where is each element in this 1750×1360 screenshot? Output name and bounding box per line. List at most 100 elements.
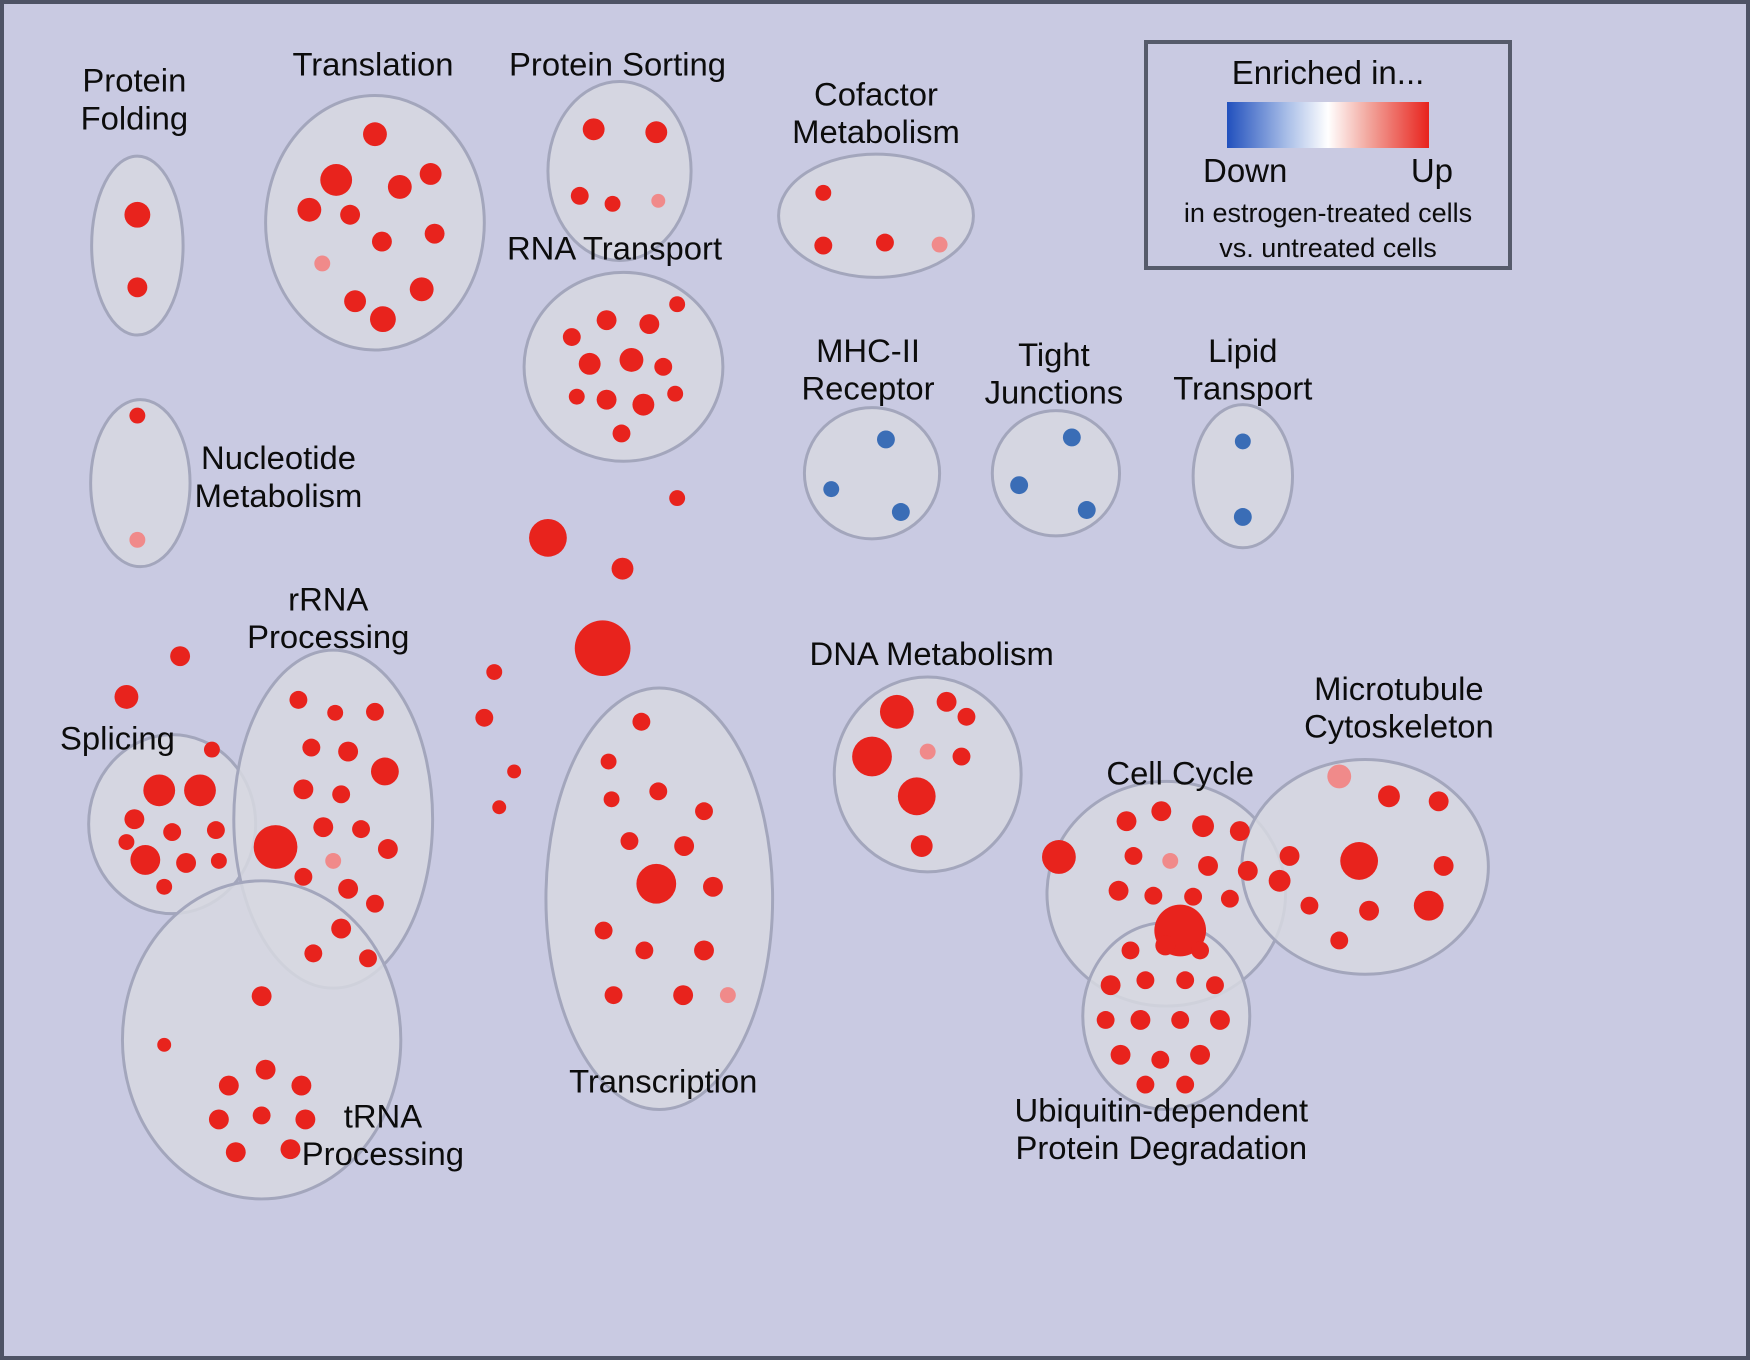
legend-caption: in estrogen-treated cells vs. untreated … — [1184, 196, 1472, 266]
node-dn3 — [852, 736, 892, 777]
node-mt1 — [1378, 785, 1400, 808]
node-t8 — [344, 290, 367, 313]
node-t5 — [419, 163, 442, 185]
cluster-ellipse — [832, 675, 1023, 874]
cluster-label: Cofactor Metabolism — [792, 75, 960, 150]
node-rt2 — [639, 314, 660, 335]
node-q5 — [295, 1109, 316, 1130]
node-tx13 — [673, 985, 694, 1006]
legend-gradient-bar — [1227, 102, 1429, 148]
node-rt4 — [578, 352, 601, 375]
node-tx4 — [695, 802, 713, 821]
cluster-ellipse — [990, 409, 1122, 538]
node-rt11 — [612, 424, 631, 443]
legend-caption-line1: in estrogen-treated cells — [1183, 197, 1473, 228]
node-ps1 — [645, 121, 668, 144]
node-q7 — [280, 1139, 301, 1160]
node-q3 — [291, 1075, 312, 1096]
node-q2 — [255, 1059, 276, 1080]
node-cc2 — [1151, 801, 1172, 822]
legend-up-label: Up — [1410, 151, 1453, 189]
node-sp3 — [163, 823, 182, 842]
node-mt6 — [1300, 896, 1319, 915]
node-u13 — [1190, 1044, 1211, 1065]
cluster-label: rRNA Processing — [247, 580, 409, 655]
node-rr14 — [338, 878, 359, 899]
node-rt10 — [568, 388, 585, 405]
node-cc3 — [1192, 815, 1214, 838]
node-u5 — [1176, 971, 1195, 990]
node-h2 — [611, 557, 634, 580]
nodes — [114, 118, 1454, 1163]
cluster-ellipse — [777, 152, 975, 279]
node-rr7 — [293, 779, 314, 800]
node-f0 — [170, 646, 191, 667]
node-u11 — [1110, 1044, 1131, 1065]
cluster-label: Splicing — [60, 720, 175, 757]
node-f1 — [114, 684, 139, 709]
node-tx8 — [703, 876, 723, 897]
cluster-label: RNA Transport — [507, 229, 722, 266]
node-u14 — [1136, 1075, 1155, 1094]
node-dn5 — [952, 747, 971, 766]
node-u4 — [1136, 971, 1155, 990]
node-sp6 — [176, 852, 197, 873]
node-rr17 — [304, 944, 323, 963]
node-u12 — [1151, 1050, 1170, 1069]
node-cf1 — [814, 236, 833, 255]
node-mt9 — [1330, 931, 1349, 950]
cluster-label: Lipid Transport — [1173, 332, 1312, 407]
node-u9 — [1171, 1011, 1190, 1029]
node-t0 — [363, 122, 387, 147]
node-u6 — [1206, 976, 1224, 995]
node-sp0 — [143, 774, 176, 807]
node-cc13 — [1220, 889, 1239, 908]
node-rr13 — [294, 867, 313, 886]
legend-box: Enriched in... Down Up in estrogen-treat… — [1144, 40, 1512, 270]
node-cf2 — [875, 233, 894, 252]
node-f2 — [203, 741, 220, 758]
cluster-label: Microtubule Cytoskeleton — [1304, 670, 1494, 745]
node-lt0 — [1234, 433, 1251, 450]
cluster-ellipse — [802, 406, 942, 541]
node-rt6 — [654, 357, 673, 376]
node-tj1 — [1010, 476, 1029, 495]
node-ps4 — [651, 193, 666, 208]
node-mh0 — [876, 430, 895, 449]
node-u3 — [1100, 975, 1121, 996]
node-tj0 — [1062, 428, 1081, 447]
node-tx9 — [594, 921, 613, 940]
cluster-ellipse — [120, 879, 403, 1201]
cluster-label: Nucleotide Metabolism — [195, 439, 363, 514]
node-dn1 — [936, 691, 957, 712]
node-t4 — [387, 174, 412, 199]
node-cc1 — [1116, 811, 1137, 832]
node-rr10 — [352, 820, 370, 839]
node-u0 — [1121, 941, 1140, 960]
node-mt8 — [1413, 890, 1444, 921]
node-mt3 — [1279, 846, 1300, 866]
node-cc9 — [1108, 880, 1129, 901]
node-t10 — [409, 277, 434, 302]
node-t11 — [424, 223, 445, 244]
node-sp7 — [210, 852, 227, 869]
node-t2 — [297, 197, 322, 222]
cluster-label: tRNA Processing — [302, 1097, 464, 1172]
node-rt9 — [667, 385, 684, 402]
node-cc6 — [1162, 852, 1179, 869]
node-g3 — [492, 800, 507, 815]
node-u1 — [1155, 935, 1176, 956]
node-tx12 — [604, 986, 623, 1005]
node-rr8 — [332, 785, 351, 804]
cluster-label: Protein Sorting — [509, 46, 726, 83]
cluster-labels: Protein Folding Translation Protein Sorting… — [60, 46, 1494, 1173]
node-cc0 — [1042, 840, 1076, 874]
node-rt7 — [596, 389, 617, 410]
node-tx0 — [632, 712, 651, 731]
cluster-label: Tight Junctions — [985, 336, 1124, 411]
node-dn0 — [879, 694, 914, 729]
node-q1 — [218, 1075, 239, 1096]
node-cc11 — [1268, 869, 1291, 892]
node-u8 — [1130, 1010, 1151, 1030]
node-tx3 — [649, 782, 668, 801]
